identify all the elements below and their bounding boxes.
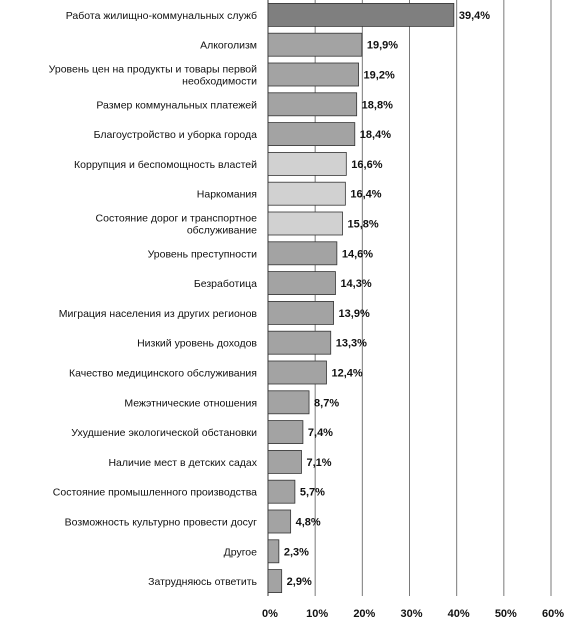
- category-label: Межэтнические отношения: [124, 397, 257, 409]
- value-label: 13,3%: [336, 338, 367, 350]
- bar: [267, 62, 359, 87]
- bar: [267, 211, 343, 236]
- bar: [267, 420, 304, 445]
- category-label: Коррупция и беспомощность властей: [74, 159, 257, 171]
- category-label: Работа жилищно-коммунальных служб: [66, 10, 257, 22]
- x-tick-label: 50%: [495, 608, 517, 620]
- bar: [267, 3, 455, 27]
- category-label: Уровень цен на продукты и товары первой н…: [49, 64, 257, 88]
- category-label: Состояние промышленного производства: [53, 487, 257, 499]
- category-label: Благоустройство и уборка города: [94, 129, 258, 141]
- category-label: Уровень преступности: [148, 248, 258, 260]
- value-label: 18,8%: [362, 99, 393, 111]
- bar: [267, 569, 283, 593]
- bar: [267, 241, 338, 266]
- bar: [267, 300, 334, 325]
- category-label: Затрудняюсь ответить: [148, 576, 257, 588]
- value-label: 8,7%: [314, 397, 339, 409]
- category-label: Возможность культурно провести досуг: [65, 517, 258, 529]
- x-tick-label: 60%: [542, 608, 564, 620]
- value-label: 16,4%: [350, 189, 381, 201]
- value-label: 19,9%: [367, 40, 398, 52]
- value-label: 14,3%: [340, 278, 371, 290]
- category-labels: Работа жилищно-коммунальных служб Алкогол…: [49, 10, 258, 588]
- x-tick-label: 40%: [448, 608, 470, 620]
- value-label: 15,8%: [348, 219, 379, 231]
- bar: [267, 479, 296, 504]
- bar: [267, 271, 336, 296]
- bar: [267, 539, 280, 564]
- value-label: 7,4%: [308, 427, 333, 439]
- bar: [267, 449, 302, 474]
- bar: [267, 390, 310, 415]
- bar: [267, 330, 332, 355]
- bar: [267, 92, 358, 117]
- value-label: 13,9%: [339, 308, 370, 320]
- grid-lines: [267, 0, 552, 596]
- bar: [267, 360, 327, 385]
- bar: [267, 122, 356, 146]
- category-label: Безработица: [194, 278, 257, 290]
- value-label: 2,3%: [284, 546, 309, 558]
- category-label: Миграция населения из других регионов: [59, 308, 258, 320]
- value-label: 16,6%: [351, 159, 382, 171]
- category-label: Алкоголизм: [200, 40, 257, 52]
- value-label: 39,4%: [459, 10, 490, 22]
- category-label: Низкий уровень доходов: [137, 338, 257, 350]
- category-label: Наличие мест в детских садах: [108, 457, 257, 469]
- x-tick-label: 0%: [262, 608, 278, 620]
- bar: [267, 509, 292, 534]
- bar: [267, 32, 363, 57]
- value-label: 2,9%: [287, 576, 312, 588]
- category-label: Другое: [224, 546, 258, 558]
- value-label: 4,8%: [296, 517, 321, 529]
- value-label: 7,1%: [306, 457, 331, 469]
- category-label: Качество медицинского обслуживания: [69, 368, 257, 380]
- bars: [267, 3, 455, 593]
- value-labels: 39,4% 19,9% 19,2% 18,8% 18,4% 16,6% 16,4% 15,8%…: [284, 10, 490, 588]
- value-label: 14,6%: [342, 248, 373, 260]
- value-label: 12,4%: [331, 368, 362, 380]
- x-tick-label: 10%: [306, 608, 328, 620]
- value-label: 19,2%: [364, 70, 395, 82]
- bar: [267, 181, 346, 206]
- category-label: Ухудшение экологической обстановки: [71, 427, 257, 439]
- x-axis-tick-labels: 0% 10% 20% 30% 40% 50% 60%: [262, 608, 564, 620]
- x-tick-label: 20%: [353, 608, 375, 620]
- category-label: Размер коммунальных платежей: [96, 99, 257, 111]
- value-label: 18,4%: [360, 129, 391, 141]
- bar: [267, 151, 347, 176]
- x-tick-label: 30%: [400, 608, 422, 620]
- category-label: Наркомания: [197, 189, 257, 201]
- category-label: Состояние дорог и транспортное обслуживан…: [96, 213, 258, 237]
- value-label: 5,7%: [300, 487, 325, 499]
